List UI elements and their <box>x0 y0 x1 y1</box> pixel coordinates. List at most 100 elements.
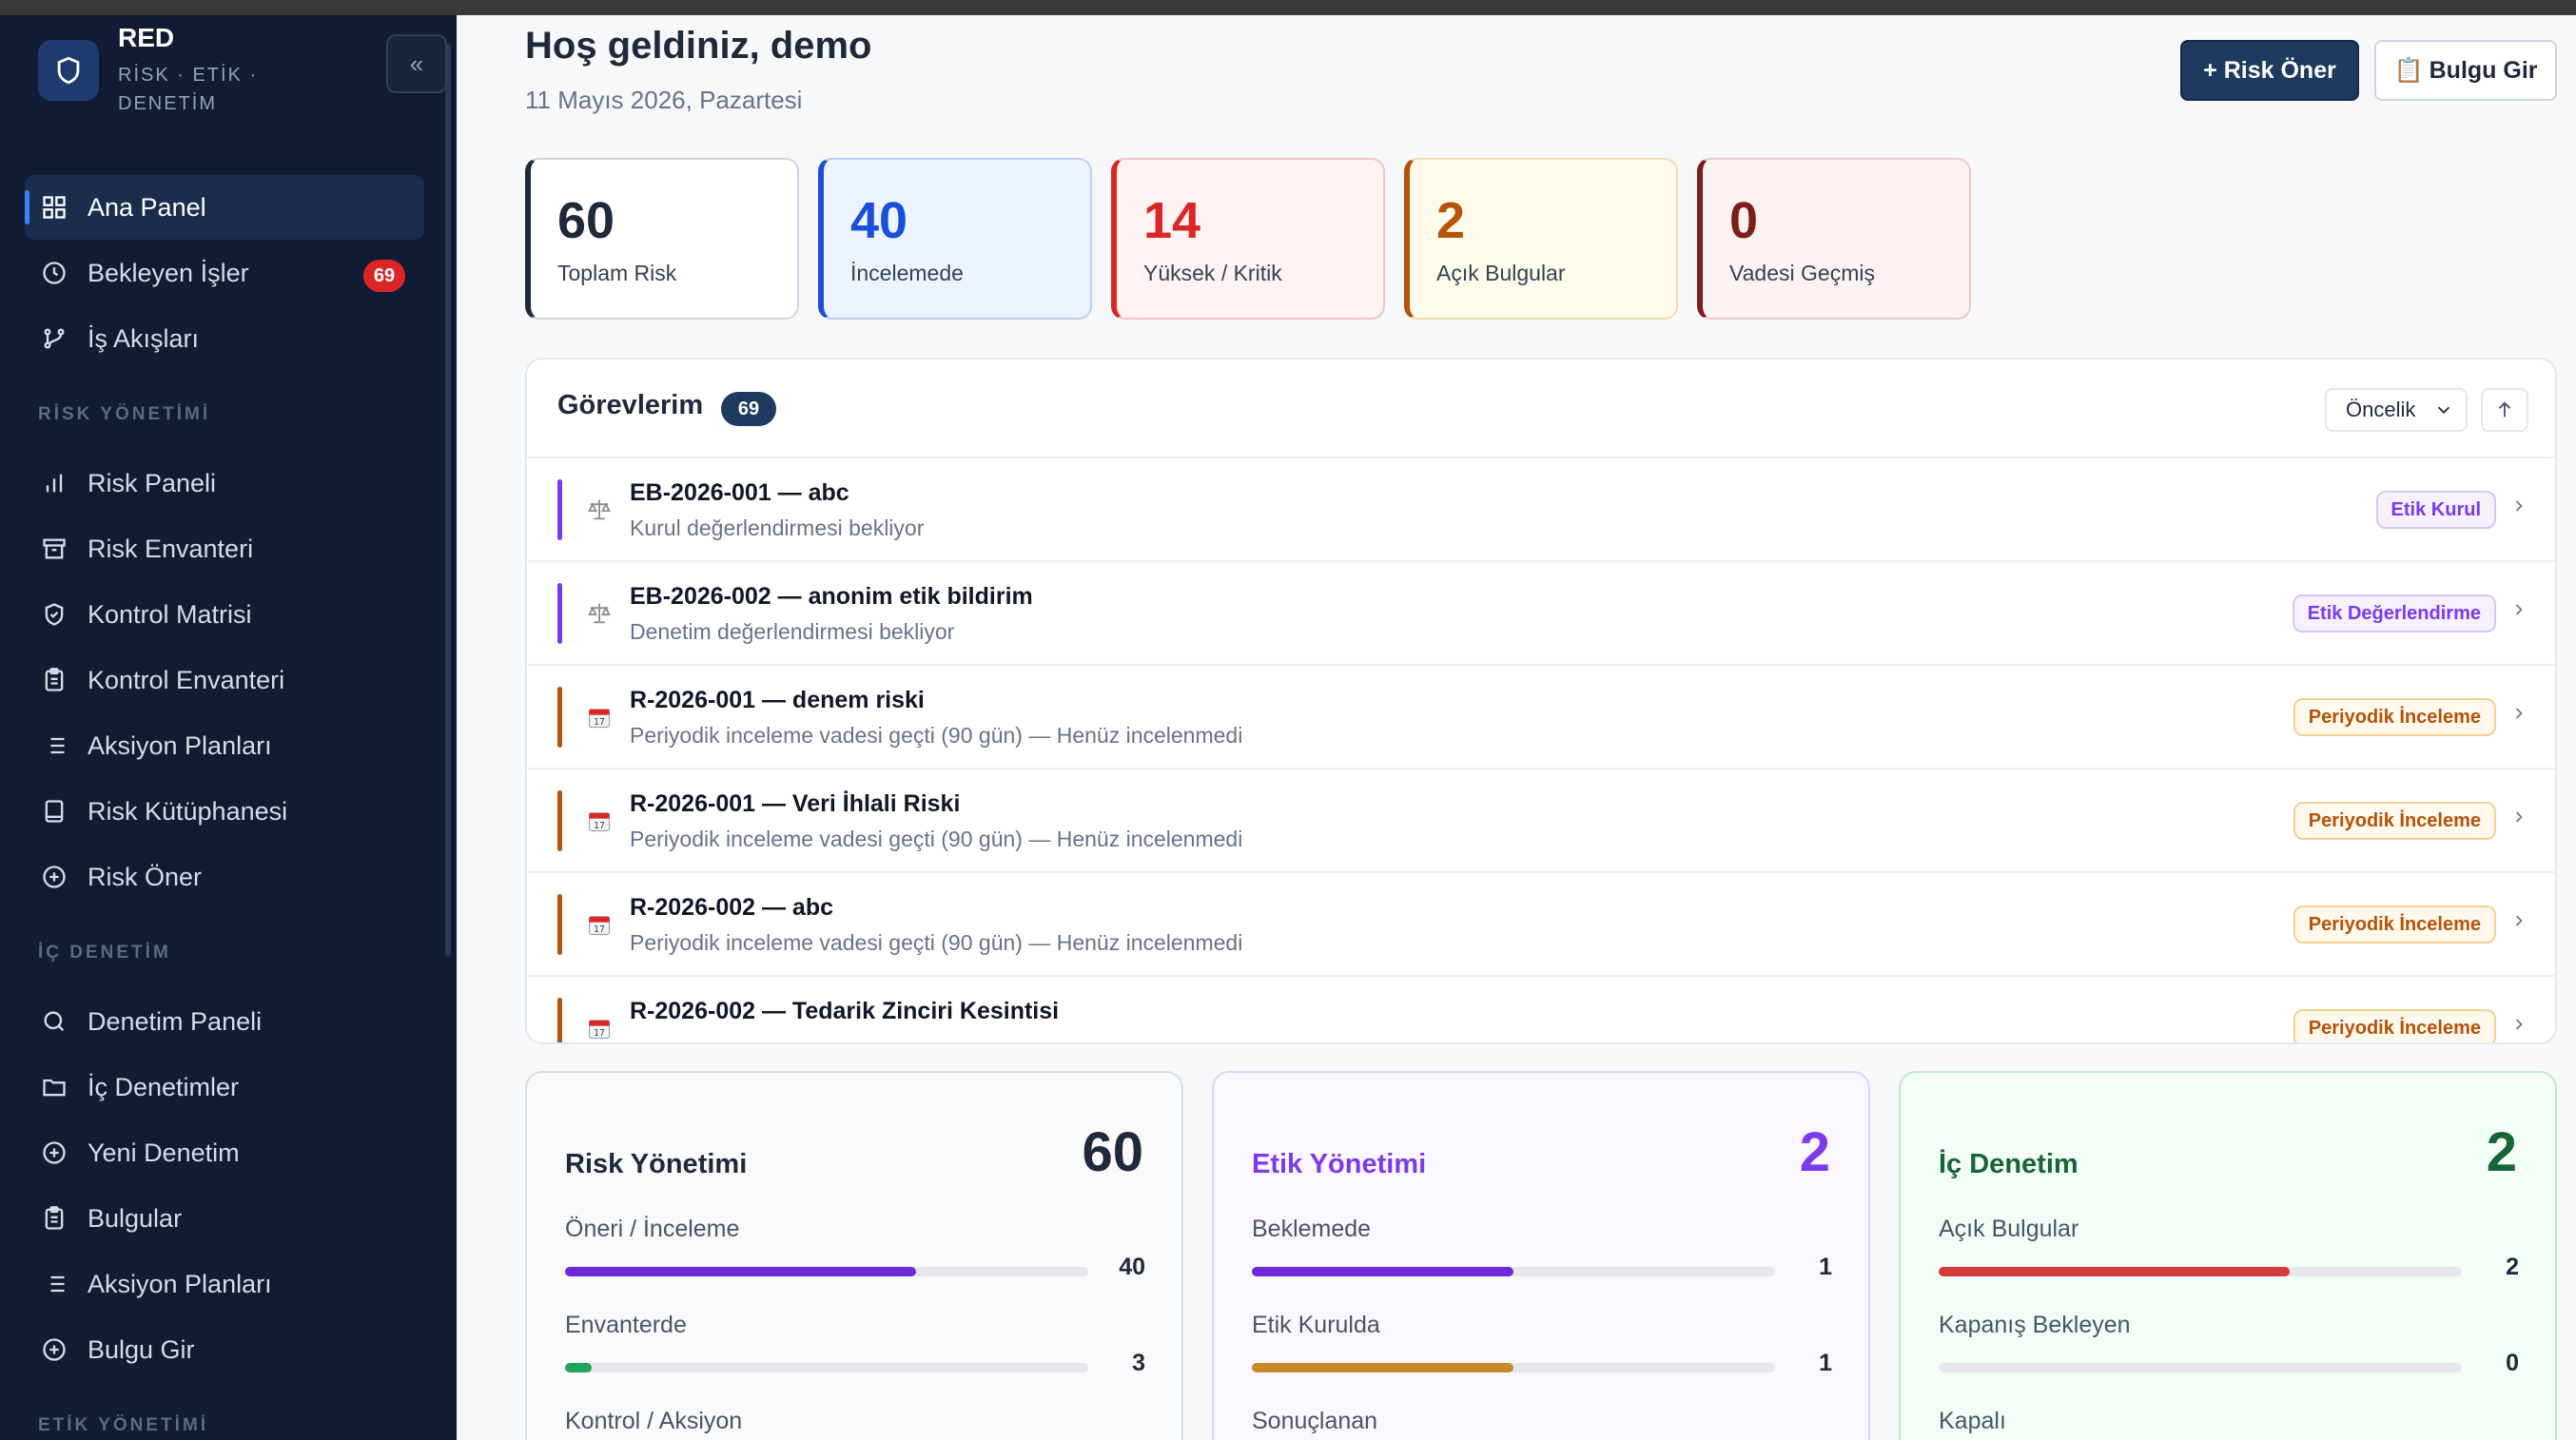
task-type-badge: Periyodik İnceleme <box>2293 905 2496 944</box>
sidebar-item-yeni-denetim[interactable]: Yeni Denetim <box>25 1120 424 1185</box>
branch-icon <box>40 324 68 353</box>
sidebar-item-label: Yeni Denetim <box>88 1138 240 1167</box>
module-card[interactable]: Etik Yönetimi 2 Beklemede 1 Etik Kurulda… <box>1212 1071 1870 1440</box>
sidebar-scrollbar[interactable] <box>445 44 451 957</box>
nav-section-risk: RİSK YÖNETİMİ <box>38 404 211 424</box>
sidebar-item-risk-kütüphanesi[interactable]: Risk Kütüphanesi <box>25 779 424 844</box>
sidebar-item-bekleyen-i-şler[interactable]: Bekleyen İşler 69 <box>25 241 424 305</box>
module-metric: Kapalı <box>1939 1408 2519 1435</box>
clipboard-icon <box>40 666 68 694</box>
sidebar-item-kontrol-matrisi[interactable]: Kontrol Matrisi <box>25 582 424 647</box>
module-metric: Kontrol / Aksiyon <box>565 1408 1145 1435</box>
metric-progress-fill <box>1252 1363 1513 1372</box>
metric-label: Kapalı <box>1939 1408 2006 1434</box>
sidebar-item-label: İç Denetimler <box>88 1072 240 1101</box>
metric-label: Öneri / İnceleme <box>565 1216 740 1242</box>
metric-progress-track <box>565 1267 1088 1276</box>
chevron-right-icon <box>2509 600 2528 624</box>
clipboard-icon: 📋 <box>2393 56 2424 84</box>
stat-card[interactable]: 40 İncelemede <box>818 158 1092 320</box>
module-card[interactable]: İç Denetim 2 Açık Bulgular 2 Kapanış Bek… <box>1899 1071 2557 1440</box>
tasks-header: Görevlerim 69 Öncelik <box>527 360 2555 458</box>
task-priority-bar <box>557 894 562 955</box>
list-icon <box>40 731 68 760</box>
risk-oner-button[interactable]: + Risk Öner <box>2180 40 2359 101</box>
stat-value: 60 <box>557 192 615 249</box>
sidebar-item-label: Ana Panel <box>88 192 206 222</box>
arrow-up-icon <box>2498 401 2511 418</box>
task-row[interactable]: EB-2026-001 — abc Kurul değerlendirmesi … <box>527 458 2555 562</box>
module-total: 2 <box>2486 1121 2517 1183</box>
sidebar-item-label: Bekleyen İşler <box>88 258 249 287</box>
metric-progress-track <box>1939 1267 2462 1276</box>
metric-progress-fill <box>565 1267 916 1276</box>
sort-direction-button[interactable] <box>2481 388 2528 432</box>
sidebar-item-bulgu-gir[interactable]: Bulgu Gir <box>25 1317 424 1382</box>
metric-value: 40 <box>1119 1254 1145 1280</box>
metric-progress-track <box>1939 1363 2462 1372</box>
sort-select[interactable]: Öncelik <box>2325 388 2468 432</box>
sidebar-item-label: Kontrol Matrisi <box>88 599 252 629</box>
grid-icon <box>40 193 68 222</box>
collapse-sidebar-button[interactable]: « <box>386 34 447 93</box>
metric-value: 1 <box>1819 1254 1832 1280</box>
stat-value: 2 <box>1436 192 1466 249</box>
sidebar-item-i-ç-denetimler[interactable]: İç Denetimler <box>25 1055 424 1119</box>
sidebar-item-label: Risk Kütüphanesi <box>88 796 288 826</box>
metric-progress-track <box>1252 1267 1775 1276</box>
scale-icon <box>584 598 615 629</box>
archive-icon <box>40 535 68 563</box>
sidebar-item-risk-öner[interactable]: Risk Öner <box>25 845 424 909</box>
sidebar-item-risk-envanteri[interactable]: Risk Envanteri <box>25 516 424 581</box>
shield-check-icon <box>40 600 68 629</box>
module-card[interactable]: Risk Yönetimi 60 Öneri / İnceleme 40 Env… <box>525 1071 1183 1440</box>
clipboard-icon <box>40 1204 68 1233</box>
task-row[interactable]: 17 R-2026-001 — denem riski Periyodik in… <box>527 666 2555 769</box>
bulgu-gir-button[interactable]: 📋 Bulgu Gir <box>2374 40 2557 101</box>
scale-icon <box>584 495 615 525</box>
sidebar-item-label: Bulgular <box>88 1203 183 1233</box>
bulgu-gir-label: Bulgu Gir <box>2429 56 2538 84</box>
task-row[interactable]: 17 R-2026-002 — Tedarik Zinciri Kesintis… <box>527 977 2555 1042</box>
sidebar-item-bulgular[interactable]: Bulgular <box>25 1186 424 1251</box>
stat-value: 14 <box>1143 192 1201 249</box>
stat-label: Vadesi Geçmiş <box>1729 261 1875 285</box>
sidebar-item-denetim-paneli[interactable]: Denetim Paneli <box>25 989 424 1054</box>
sidebar-item-aksiyon-planları[interactable]: Aksiyon Planları <box>25 1252 424 1316</box>
stat-label: Toplam Risk <box>557 261 677 285</box>
clock-icon <box>40 259 68 287</box>
tasks-count-badge: 69 <box>721 392 776 426</box>
task-subtitle: Periyodik inceleme vadesi geçti (90 gün)… <box>630 723 1243 748</box>
metric-label: Beklemede <box>1252 1216 1372 1242</box>
metric-label: Kapanış Bekleyen <box>1939 1312 2131 1338</box>
brand-subtitle: RİSK · ETİK · DENETİM <box>118 65 259 114</box>
task-row[interactable]: EB-2026-002 — anonim etik bildirim Denet… <box>527 562 2555 666</box>
sidebar-item-label: Risk Paneli <box>88 468 217 497</box>
task-row[interactable]: 17 R-2026-001 — Veri İhlali Riski Periyo… <box>527 769 2555 873</box>
task-row[interactable]: 17 R-2026-002 — abc Periyodik inceleme v… <box>527 873 2555 977</box>
svg-text:17: 17 <box>594 924 605 935</box>
sidebar-item-kontrol-envanteri[interactable]: Kontrol Envanteri <box>25 648 424 712</box>
stat-card[interactable]: 60 Toplam Risk <box>525 158 799 320</box>
chevron-right-icon <box>2509 496 2528 520</box>
sidebar-item-label: Risk Envanteri <box>88 534 254 563</box>
task-subtitle: Denetim değerlendirmesi bekliyor <box>630 619 955 644</box>
metric-label: Açık Bulgular <box>1939 1216 2079 1242</box>
stat-card[interactable]: 14 Yüksek / Kritik <box>1111 158 1385 320</box>
sort-select-value: Öncelik <box>2346 398 2416 421</box>
stat-card[interactable]: 0 Vadesi Geçmiş <box>1697 158 1971 320</box>
sidebar-item-i-ş-akışları[interactable]: İş Akışları <box>25 306 424 371</box>
sidebar-item-label: Risk Öner <box>88 862 203 891</box>
task-priority-bar <box>557 790 562 851</box>
sidebar-item-risk-paneli[interactable]: Risk Paneli <box>25 451 424 516</box>
metric-value: 2 <box>2506 1254 2519 1280</box>
metric-label: Etik Kurulda <box>1252 1312 1380 1338</box>
chevron-right-icon <box>2509 808 2528 831</box>
sidebar-item-ana-panel[interactable]: Ana Panel <box>25 175 424 240</box>
chevron-right-icon <box>2509 704 2528 728</box>
list-icon <box>40 1270 68 1298</box>
tasks-panel: Görevlerim 69 Öncelik EB-2026-001 — abc … <box>525 358 2557 1044</box>
stat-card[interactable]: 2 Açık Bulgular <box>1404 158 1678 320</box>
sidebar-item-aksiyon-planları[interactable]: Aksiyon Planları <box>25 713 424 778</box>
svg-text:17: 17 <box>594 1028 605 1039</box>
